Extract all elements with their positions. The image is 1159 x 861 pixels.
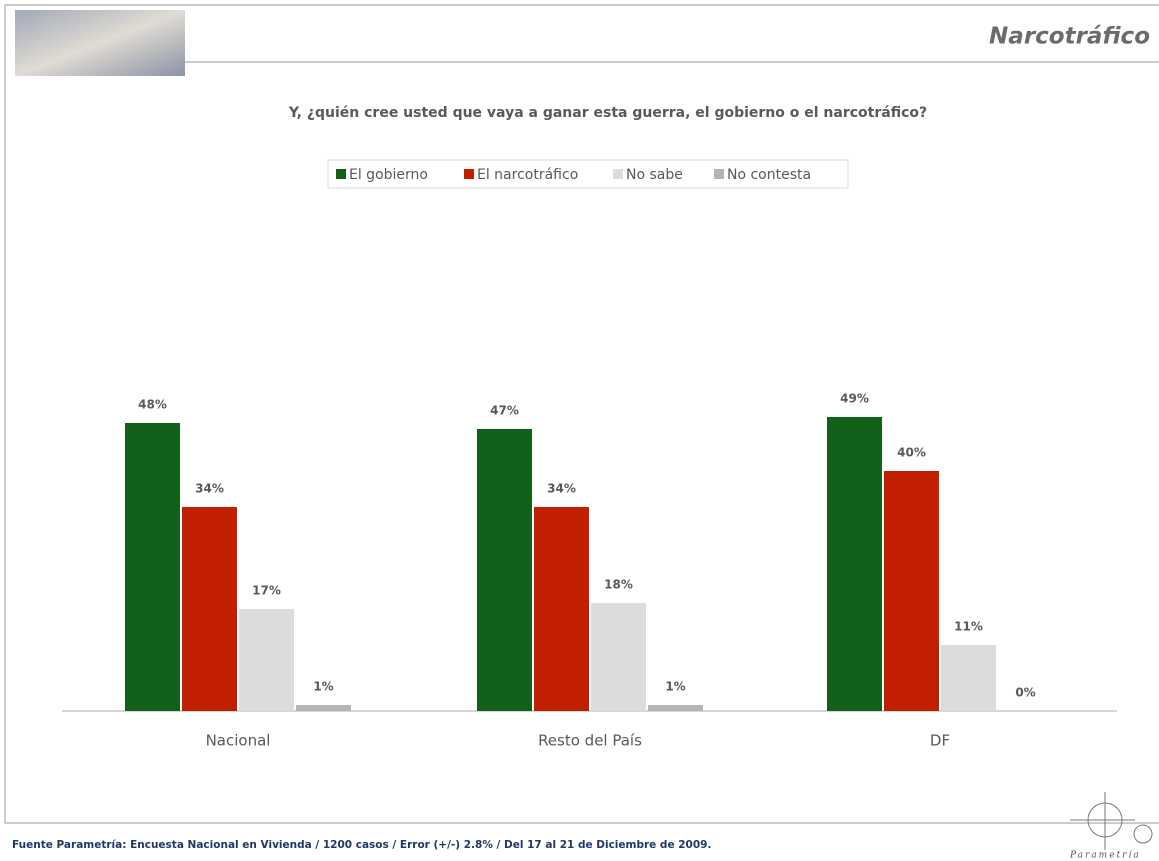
header-photo <box>15 10 185 76</box>
x-tick-label: Resto del País <box>538 732 642 750</box>
data-label: 1% <box>665 680 685 694</box>
legend-swatch <box>613 169 623 179</box>
chart-title: Y, ¿quién cree usted que vaya a ganar es… <box>288 105 927 121</box>
legend-swatch <box>336 169 346 179</box>
bar <box>182 507 237 711</box>
bar <box>296 705 351 711</box>
data-label: 17% <box>252 584 281 598</box>
legend-box <box>327 159 849 189</box>
data-label: 48% <box>138 398 167 412</box>
data-label: 34% <box>195 482 224 496</box>
data-label: 40% <box>897 446 926 460</box>
data-label: 11% <box>954 620 983 634</box>
data-label: 34% <box>547 482 576 496</box>
logo-text: Parametría <box>1069 850 1141 861</box>
bar <box>239 609 294 711</box>
legend-swatch <box>714 169 724 179</box>
logo: Parametría <box>1069 792 1153 861</box>
data-label: 47% <box>490 404 519 418</box>
bar <box>125 423 180 711</box>
logo-mark <box>1133 824 1153 844</box>
data-label: 0% <box>1015 686 1035 700</box>
bar <box>827 417 882 711</box>
bar <box>534 507 589 711</box>
data-label: 1% <box>313 680 333 694</box>
bar <box>477 429 532 711</box>
x-tick-label: DF <box>930 732 950 750</box>
header-title: Narcotráfico <box>989 24 1150 50</box>
bar <box>591 603 646 711</box>
bar <box>941 645 996 711</box>
x-tick-label: Nacional <box>206 732 271 750</box>
legend-label: No contesta <box>727 167 811 183</box>
legend-swatch <box>464 169 474 179</box>
data-label: 49% <box>840 392 869 406</box>
legend-label: El gobierno <box>349 167 428 183</box>
legend-label: No sabe <box>626 167 683 183</box>
data-label: 18% <box>604 578 633 592</box>
bar <box>884 471 939 711</box>
footer-source: Fuente Parametría: Encuesta Nacional en … <box>12 839 711 851</box>
legend-label: El narcotráfico <box>477 167 578 183</box>
bar <box>648 705 703 711</box>
